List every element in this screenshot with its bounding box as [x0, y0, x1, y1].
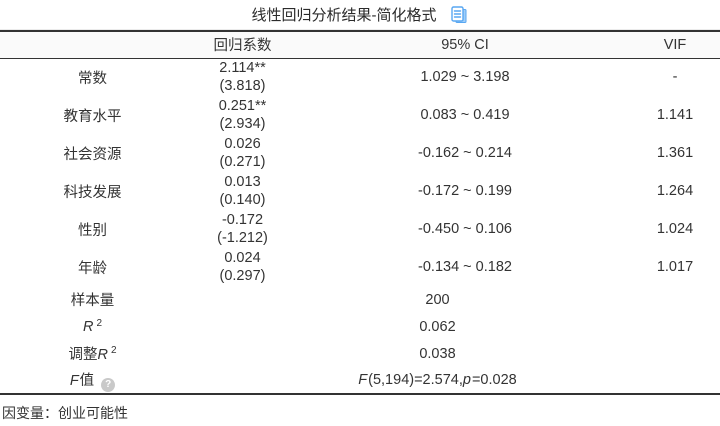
table-row: 教育水平 0.251** (2.934) 0.083 ~ 0.419 1.141: [0, 96, 720, 134]
copy-table-button[interactable]: [449, 5, 469, 25]
t-value: (0.140): [219, 192, 266, 208]
row-label: 样本量: [70, 293, 115, 309]
vif-value: 1.017: [656, 259, 694, 275]
coefficient-value: -0.172: [221, 212, 264, 228]
regression-table: 回归系数 95% CI VIF 常数 2.114** (3.818) 1.029…: [0, 30, 720, 395]
vif-value: 1.264: [656, 183, 694, 199]
sample-size-value: 200: [425, 291, 450, 308]
row-label: 常数: [78, 70, 107, 87]
table-row-adjusted-r-squared: 调整R 2 0.038: [0, 340, 720, 367]
row-label: 社会资源: [63, 146, 122, 163]
vif-value: 1.361: [656, 145, 694, 161]
help-icon[interactable]: ?: [101, 377, 116, 392]
ci-value: 0.083 ~ 0.419: [420, 107, 510, 123]
t-value: (0.297): [219, 268, 266, 284]
f-symbol: F: [69, 372, 79, 389]
coefficient-value: 0.026: [224, 136, 261, 152]
vif-value: -: [672, 69, 678, 86]
f-statistic-mid: (5,194)=2.574,: [368, 372, 463, 388]
coefficient-value: 0.013: [224, 174, 261, 190]
row-label: 调整R 2: [0, 340, 185, 367]
table-header-row: 回归系数 95% CI VIF: [0, 31, 720, 58]
p-symbol: p: [462, 372, 471, 388]
coefficient-cell: 0.251** (2.934): [185, 96, 300, 134]
ci-value: -0.134 ~ 0.182: [418, 259, 512, 275]
page-title: 线性回归分析结果-简化格式: [251, 7, 437, 24]
copy-icon: [449, 5, 469, 25]
p-value: =0.028: [471, 372, 517, 388]
table-row: 年龄 0.024 (0.297) -0.134 ~ 0.182 1.017: [0, 248, 720, 286]
t-value: (2.934): [219, 116, 266, 132]
vif-value: 1.141: [656, 107, 694, 123]
adjusted-r-squared-value: 0.038: [419, 345, 456, 362]
table-row: 常数 2.114** (3.818) 1.029 ~ 3.198 -: [0, 58, 720, 96]
f-statistic-value: F(5,194)=2.574,p=0.028: [185, 367, 720, 394]
ci-value: -0.450 ~ 0.106: [418, 221, 512, 237]
squared-superscript: 2: [96, 317, 103, 329]
row-label: 教育水平: [63, 108, 122, 125]
coefficient-value: 0.024: [224, 250, 261, 266]
dependent-variable-note: 因变量：创业可能性: [2, 405, 128, 421]
r-squared-value: 0.062: [419, 318, 456, 335]
header-cell-variable: [0, 31, 185, 58]
header-cell-ci: 95% CI: [441, 36, 489, 53]
table-row: 社会资源 0.026 (0.271) -0.162 ~ 0.214 1.361: [0, 134, 720, 172]
vif-value: 1.024: [656, 221, 694, 237]
row-label: 年龄: [78, 260, 107, 277]
row-label: 科技发展: [63, 184, 122, 201]
row-label: 性别: [78, 222, 107, 239]
table-row-sample-size: 样本量 200: [0, 286, 720, 313]
coefficient-cell: 0.026 (0.271): [185, 134, 300, 172]
row-label: F值?: [0, 367, 185, 394]
squared-superscript: 2: [110, 345, 117, 357]
r-symbol: R: [97, 347, 108, 363]
coefficient-cell: -0.172 (-1.212): [185, 210, 300, 248]
title-bar: 线性回归分析结果-简化格式: [0, 0, 720, 30]
r-symbol: R: [82, 319, 94, 336]
ci-value: -0.162 ~ 0.214: [418, 145, 512, 161]
f-symbol: F: [358, 372, 368, 388]
t-value: (-1.212): [217, 230, 268, 246]
ci-value: -0.172 ~ 0.199: [418, 183, 512, 199]
coefficient-value: 0.251**: [218, 98, 267, 114]
coefficient-value: 2.114**: [219, 60, 266, 77]
header-cell-vif: VIF: [663, 36, 687, 53]
coefficient-cell: 0.013 (0.140): [185, 172, 300, 210]
table-row: 科技发展 0.013 (0.140) -0.172 ~ 0.199 1.264: [0, 172, 720, 210]
table-row-f-statistic: F值? F(5,194)=2.574,p=0.028: [0, 367, 720, 394]
adjusted-prefix: 调整: [68, 347, 98, 363]
ci-value: 1.029 ~ 3.198: [420, 69, 510, 86]
t-value: (3.818): [219, 78, 266, 95]
t-value: (0.271): [219, 154, 266, 170]
header-cell-coefficient: 回归系数: [213, 38, 272, 55]
coefficient-cell: 0.024 (0.297): [185, 248, 300, 286]
f-label-suffix: 值: [79, 372, 95, 389]
table-row: 性别 -0.172 (-1.212) -0.450 ~ 0.106 1.024: [0, 210, 720, 248]
coefficient-cell: 2.114** (3.818): [185, 58, 300, 96]
